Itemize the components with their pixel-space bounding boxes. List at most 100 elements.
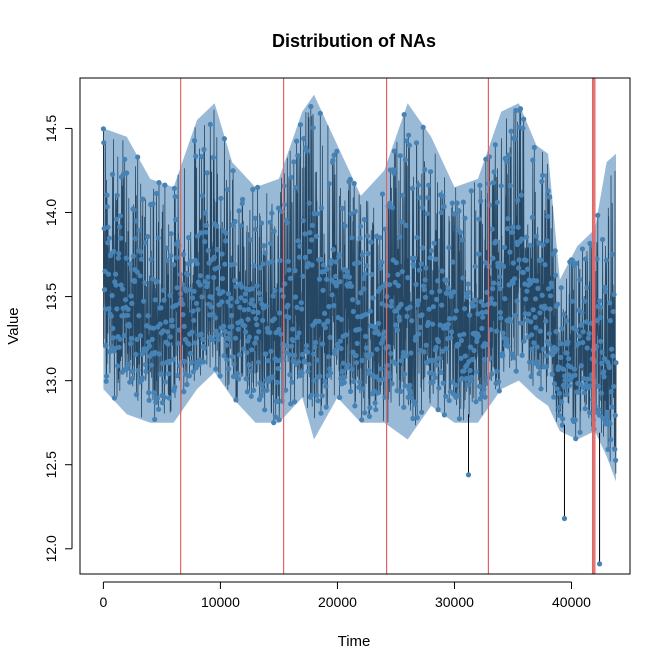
- series-point: [303, 343, 310, 349]
- series-point: [573, 327, 580, 333]
- series-point: [104, 192, 110, 198]
- series-point: [385, 272, 391, 278]
- series-point: [175, 340, 181, 346]
- series-point: [279, 208, 285, 215]
- series-point: [553, 329, 559, 335]
- series-point: [145, 339, 151, 345]
- series-point: [158, 305, 164, 311]
- series-point: [162, 182, 168, 188]
- series-point: [113, 271, 119, 277]
- series-point: [553, 272, 559, 278]
- series-point: [257, 265, 263, 271]
- series-point: [547, 306, 553, 312]
- series-point: [153, 399, 159, 406]
- series-point: [105, 224, 111, 230]
- series-point: [296, 254, 302, 260]
- series-point: [210, 154, 216, 161]
- series-point: [356, 326, 362, 332]
- series-point: [271, 316, 278, 322]
- series-point: [286, 267, 292, 273]
- series-point: [421, 349, 427, 355]
- series-point: [416, 195, 422, 201]
- series-point: [397, 153, 403, 159]
- series-point: [121, 332, 127, 339]
- series-point: [477, 182, 483, 188]
- series-point: [498, 315, 504, 321]
- series-point: [363, 345, 369, 351]
- series-point: [269, 259, 275, 265]
- series-point: [199, 294, 205, 300]
- series-point: [520, 269, 526, 276]
- series-point: [577, 277, 583, 283]
- series-point: [171, 262, 177, 268]
- series-point: [532, 296, 539, 302]
- series-point: [268, 348, 274, 354]
- series-point: [472, 263, 478, 270]
- series-point: [529, 214, 536, 220]
- series-point: [199, 154, 205, 160]
- series-point: [352, 403, 358, 409]
- series-point: [268, 240, 274, 246]
- series-point: [103, 342, 109, 349]
- series-point: [352, 208, 358, 214]
- series-point: [243, 329, 249, 335]
- x-axis-title: Time: [338, 633, 371, 650]
- x-tick-label: 20000: [318, 594, 357, 610]
- series-point: [564, 350, 570, 356]
- series-point: [274, 379, 280, 385]
- series-point: [236, 376, 242, 382]
- series-point: [337, 394, 343, 401]
- series-point: [183, 288, 189, 294]
- series-point: [127, 261, 133, 267]
- series-point: [444, 277, 450, 283]
- series-point: [539, 178, 545, 185]
- series-point: [404, 313, 410, 320]
- series-point: [371, 388, 377, 394]
- series-point: [454, 200, 460, 206]
- series-point: [497, 309, 503, 316]
- series-point: [242, 291, 248, 297]
- series-point: [130, 253, 136, 259]
- series-point: [316, 318, 322, 324]
- series-point: [330, 247, 336, 253]
- y-axis-title: Value: [5, 307, 22, 344]
- series-point: [373, 407, 379, 413]
- series-point: [189, 329, 195, 335]
- series-point: [378, 366, 384, 372]
- series-point: [250, 186, 256, 193]
- series-point: [301, 136, 307, 142]
- series-point: [347, 176, 353, 182]
- series-point: [480, 314, 486, 320]
- series-point: [597, 298, 603, 304]
- series-point: [285, 302, 291, 308]
- series-point: [289, 379, 295, 385]
- series-point: [199, 193, 205, 199]
- series-point: [366, 413, 373, 419]
- series-point: [355, 299, 361, 305]
- series-point: [213, 328, 219, 334]
- series-point: [286, 314, 292, 321]
- series-point: [389, 298, 395, 305]
- series-point: [549, 284, 555, 290]
- series-point: [288, 174, 294, 180]
- series-point: [302, 231, 308, 237]
- series-point: [420, 124, 426, 130]
- series-point: [333, 259, 339, 265]
- series-point: [188, 258, 194, 264]
- series-point: [575, 340, 582, 347]
- series-point: [603, 257, 610, 263]
- series-point: [299, 306, 305, 312]
- series-point: [417, 324, 423, 330]
- series-point: [359, 357, 365, 364]
- series-point: [195, 307, 201, 313]
- series-point: [475, 333, 481, 339]
- series-point: [118, 235, 124, 241]
- series-point: [305, 349, 311, 355]
- series-point: [501, 244, 507, 250]
- series-point: [344, 269, 351, 275]
- series-point: [353, 353, 359, 359]
- series-point: [525, 266, 531, 272]
- series-point: [366, 367, 372, 374]
- series-point: [314, 357, 320, 363]
- series-point: [267, 329, 273, 336]
